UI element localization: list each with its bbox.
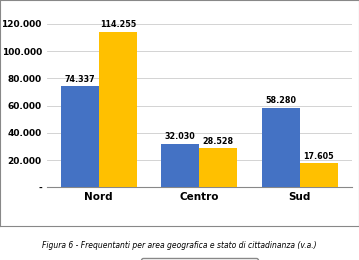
Bar — [99, 32, 137, 187]
Bar — [300, 163, 338, 187]
Bar — [199, 148, 237, 187]
Bar — [61, 86, 99, 187]
Legend: Italiani, Stranieri: Italiani, Stranieri — [141, 258, 258, 260]
Text: 32.030: 32.030 — [165, 132, 196, 141]
Text: 114.255: 114.255 — [100, 20, 136, 29]
Bar — [262, 108, 300, 187]
Text: 17.605: 17.605 — [304, 152, 334, 161]
Text: Figura 6 - Frequentanti per area geografica e stato di cittadinanza (v.a.): Figura 6 - Frequentanti per area geograf… — [42, 240, 317, 250]
Bar — [161, 144, 199, 187]
Text: 28.528: 28.528 — [203, 137, 234, 146]
Text: 74.337: 74.337 — [64, 75, 95, 84]
Text: 58.280: 58.280 — [265, 96, 296, 106]
